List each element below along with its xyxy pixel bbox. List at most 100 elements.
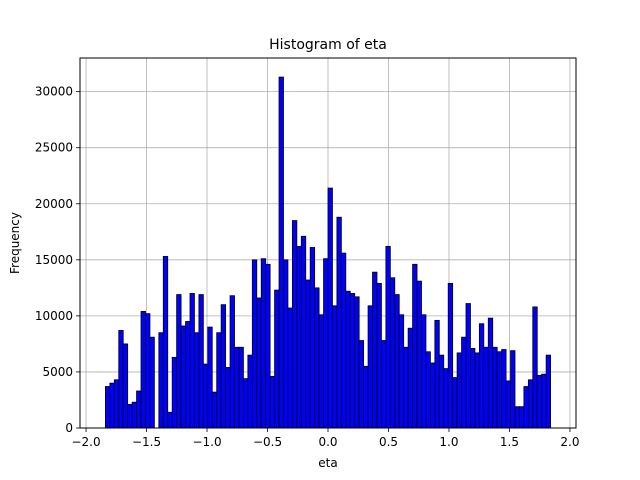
histogram-bar (158, 332, 164, 429)
histogram-bar (363, 365, 369, 429)
histogram-bar (247, 354, 253, 429)
histogram-bar (381, 340, 387, 429)
histogram-bar (461, 336, 467, 429)
histogram-bar (260, 258, 267, 429)
y-tick-label: 30000 (35, 85, 73, 99)
histogram-bar (176, 294, 182, 429)
histogram-bar (465, 303, 471, 429)
histogram-bar (229, 295, 235, 429)
x-tick-label: −0.5 (253, 435, 282, 449)
histogram-bar (194, 332, 200, 429)
histogram-bar (336, 216, 342, 429)
histogram-bar (256, 297, 262, 429)
histogram-bar (140, 310, 146, 429)
histogram-bar (251, 259, 258, 429)
histogram-bar (340, 252, 347, 429)
histogram-bar (434, 319, 440, 429)
histogram-bar (211, 391, 218, 429)
y-axis-ticks: 0 5000 10000 15000 20000 25000 30000 (35, 85, 80, 435)
histogram-bar (198, 294, 204, 429)
histogram-bars (105, 76, 551, 429)
histogram-bar (345, 290, 351, 429)
histogram-bar (149, 336, 155, 429)
histogram-bar (291, 220, 298, 429)
histogram-bar (243, 378, 249, 429)
histogram-bar (314, 287, 320, 429)
histogram-bar (283, 259, 289, 429)
histogram-bar (376, 282, 382, 429)
histogram-bar (447, 282, 454, 429)
x-tick-label: 0.0 (318, 435, 337, 449)
histogram-bar (367, 305, 373, 429)
chart-title: Histogram of eta (269, 37, 387, 53)
histogram-bar (487, 317, 494, 429)
x-tick-label: −2.0 (71, 435, 100, 449)
y-axis-label: Frequency (8, 212, 22, 274)
histogram-bar (180, 325, 186, 429)
histogram-bar (505, 380, 511, 429)
histogram-bar (145, 313, 151, 429)
histogram-bar (519, 406, 525, 429)
histogram-bar (296, 245, 302, 429)
histogram-bar (238, 346, 244, 429)
histogram-bar (478, 323, 485, 429)
histogram-bar (309, 247, 316, 429)
histogram-bar (300, 235, 307, 429)
histogram-bar (389, 277, 396, 429)
histogram-bar (523, 386, 529, 429)
histogram-bar (443, 368, 449, 429)
histogram-bar (162, 256, 169, 429)
histogram-bar (265, 263, 271, 429)
histogram-bar (185, 321, 191, 429)
histogram-bar (113, 379, 120, 429)
histogram-bar (438, 354, 445, 429)
y-tick-label: 10000 (35, 309, 73, 323)
histogram-bar (456, 352, 462, 429)
y-tick-label: 5000 (42, 365, 73, 379)
histogram-bar (496, 351, 503, 429)
histogram-bar (407, 327, 413, 429)
y-tick-label: 0 (65, 421, 73, 435)
histogram-bar (452, 377, 458, 429)
histogram-bar (545, 354, 551, 429)
histogram-bar (167, 411, 173, 429)
histogram-bar (536, 374, 543, 429)
histogram-bar (421, 314, 427, 429)
histogram-bar (225, 367, 231, 429)
histogram-bar (202, 363, 209, 429)
y-tick-label: 25000 (35, 141, 73, 155)
histogram-bar (318, 314, 324, 429)
histogram-bar (287, 307, 293, 429)
histogram-bar (425, 351, 431, 429)
histogram-bar (136, 390, 142, 429)
histogram-bar (532, 306, 538, 429)
histogram-bar (358, 340, 365, 429)
histogram-bar (385, 245, 391, 429)
histogram-bar (109, 382, 115, 429)
histogram-bar (394, 294, 400, 429)
histogram-bar (274, 289, 280, 429)
histogram-bar (474, 352, 480, 429)
y-tick-label: 15000 (35, 253, 73, 267)
histogram-bar (216, 332, 222, 429)
histogram-bar (470, 347, 476, 429)
histogram-bar (416, 280, 422, 429)
histogram-bar (327, 187, 333, 429)
x-tick-label: 1.0 (439, 435, 458, 449)
histogram-bar (332, 305, 338, 429)
histogram-bar (127, 404, 133, 429)
histogram-bar (541, 373, 547, 429)
histogram-bar (269, 376, 275, 429)
histogram-bar (403, 346, 409, 429)
x-axis-label: eta (318, 456, 337, 470)
histogram-bar (118, 330, 124, 429)
x-axis-ticks: −2.0 −1.5 −1.0 −0.5 0.0 0.5 1.0 1.5 2.0 (71, 428, 579, 449)
histogram-bar (305, 279, 311, 429)
histogram-bar (234, 346, 240, 429)
histogram-bar (131, 401, 137, 429)
histogram-bar (220, 304, 227, 429)
x-tick-label: 1.5 (500, 435, 519, 449)
histogram-bar (501, 349, 507, 429)
histogram-bar (492, 346, 498, 429)
